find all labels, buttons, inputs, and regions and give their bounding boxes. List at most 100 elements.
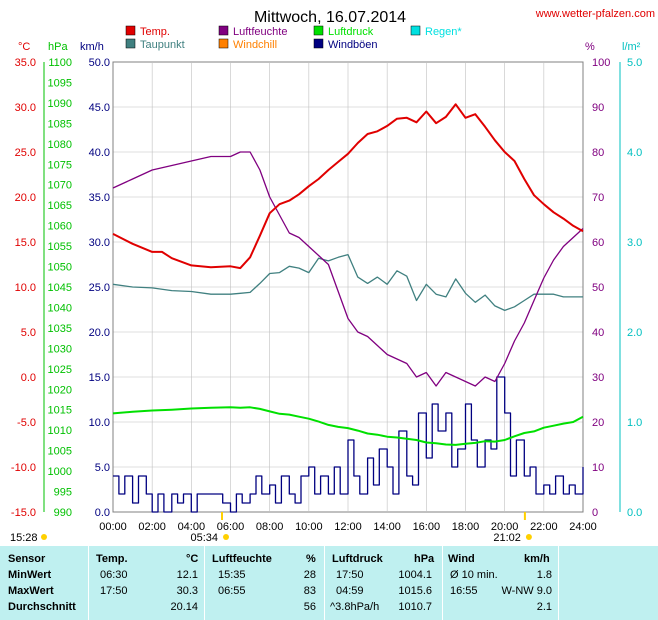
x-tick-label: 24:00 xyxy=(569,521,597,533)
sunset-time: 21:02 xyxy=(493,532,521,544)
x-tick-label: 02:00 xyxy=(138,521,166,533)
pressure-tick-label: 1045 xyxy=(48,282,72,294)
plot-area xyxy=(43,61,621,513)
stats-header-temp-unit: °C xyxy=(186,553,199,565)
sunrise-icon xyxy=(223,534,230,540)
stats-humidity-value: 83 xyxy=(303,585,316,597)
axis-unit-labels: °C hPa km/h% l/m² xyxy=(18,41,641,53)
stats-temp-time: 06:30 xyxy=(100,569,128,581)
sun-markers: 05:34 21:02 15:28 xyxy=(10,512,532,544)
humidity-tick-label: 50 xyxy=(592,282,604,294)
series-line-windben xyxy=(113,376,584,513)
pressure-tick-label: 1050 xyxy=(48,262,72,274)
temp-tick-label: 30.0 xyxy=(15,102,36,114)
pressure-tick-label: 1030 xyxy=(48,343,72,355)
x-tick-label: 12:00 xyxy=(334,521,362,533)
legend-label: Luftfeuchte xyxy=(233,26,287,38)
pressure-unit-label: hPa xyxy=(48,41,68,53)
temp-tick-label: 25.0 xyxy=(15,147,36,159)
legend-label: Luftdruck xyxy=(328,26,374,38)
pressure-tick-label: 1070 xyxy=(48,180,72,192)
x-tick-label: 18:00 xyxy=(452,521,480,533)
pressure-tick-label: 1085 xyxy=(48,118,72,130)
x-tick-label: 22:00 xyxy=(530,521,558,533)
wind-tick-label: 35.0 xyxy=(89,192,110,204)
x-tick-label: 00:00 xyxy=(99,521,127,533)
wind-tick-label: 10.0 xyxy=(89,417,110,429)
legend-swatch xyxy=(218,38,229,49)
temp-tick-label: -15.0 xyxy=(11,507,36,519)
legend-label: Windchill xyxy=(233,39,277,51)
stats-temp-value: 30.3 xyxy=(176,585,198,597)
humidity-unit-label: % xyxy=(585,41,595,53)
stats-humidity-time: 06:55 xyxy=(218,585,246,597)
humidity-tick-label: 80 xyxy=(592,147,604,159)
humidity-tick-label: 90 xyxy=(592,102,604,114)
stats-wind-value: W-NW 9.0 xyxy=(501,585,552,597)
humidity-tick-label: 0 xyxy=(592,507,598,519)
temp-unit-label: °C xyxy=(18,41,30,53)
statistics-table: Sensor Temp. °C Luftfeuchte % Luftdruck … xyxy=(0,546,658,620)
temp-tick-label: 15.0 xyxy=(15,237,36,249)
stats-wind-time: 16:55 xyxy=(450,585,478,597)
temp-tick-label: 0.0 xyxy=(21,372,36,384)
stats-row-label: Durchschnitt xyxy=(8,601,76,613)
pressure-tick-label: 1080 xyxy=(48,139,72,151)
stats-temp-time: 17:50 xyxy=(100,585,128,597)
pressure-tick-label: 1020 xyxy=(48,384,72,396)
series-layer xyxy=(112,103,584,513)
stats-wind-time: Ø 10 min. xyxy=(450,569,498,581)
temp-tick-label: -5.0 xyxy=(17,417,36,429)
legend-swatch xyxy=(125,38,136,49)
pressure-tick-label: 990 xyxy=(54,507,72,519)
stats-header-sensor: Sensor xyxy=(8,553,46,565)
legend-swatch xyxy=(218,25,229,36)
rain-tick-label: 3.0 xyxy=(627,237,642,249)
chart-title: Mittwoch, 16.07.2014 xyxy=(254,9,406,26)
stats-pressure-time: 17:50 xyxy=(336,569,364,581)
legend-swatch xyxy=(125,25,136,36)
pressure-tick-label: 1090 xyxy=(48,98,72,110)
stats-pressure-trend: ^3.8hPa/h xyxy=(330,601,380,613)
stats-header-humidity: Luftfeuchte xyxy=(212,553,272,565)
source-link[interactable]: www.wetter-pfalzen.com xyxy=(535,8,655,20)
x-tick-label: 06:00 xyxy=(217,521,245,533)
series-line-luftdruck xyxy=(112,406,584,446)
wind-tick-label: 25.0 xyxy=(89,282,110,294)
rain-tick-label: 0.0 xyxy=(627,507,642,519)
weather-chart: Mittwoch, 16.07.2014 www.wetter-pfalzen.… xyxy=(10,8,655,544)
stats-wind-value: 1.8 xyxy=(536,569,552,581)
legend-swatch xyxy=(313,25,324,36)
stats-row-label: MinWert xyxy=(8,569,52,581)
stats-humidity-time: 15:35 xyxy=(218,569,246,581)
wind-tick-label: 20.0 xyxy=(89,327,110,339)
stats-temp-value: 12.1 xyxy=(176,569,198,581)
pressure-tick-label: 995 xyxy=(54,487,72,499)
pressure-tick-label: 1055 xyxy=(48,241,72,253)
temp-tick-label: 10.0 xyxy=(15,282,36,294)
pressure-tick-label: 1025 xyxy=(48,364,72,376)
legend-label: Windböen xyxy=(328,39,378,51)
pressure-tick-label: 1015 xyxy=(48,405,72,417)
humidity-tick-label: 70 xyxy=(592,192,604,204)
wind-tick-label: 30.0 xyxy=(89,237,110,249)
stats-pressure-value: 1015.6 xyxy=(398,585,432,597)
x-axis-ticks: 00:00 02:00 04:00 06:00 08:00 10:00 12:00 14:00… xyxy=(99,521,597,533)
rain-tick-label: 1.0 xyxy=(627,417,642,429)
wind-tick-label: 15.0 xyxy=(89,372,110,384)
pressure-tick-label: 1075 xyxy=(48,159,72,171)
stats-humidity-value: 56 xyxy=(303,601,316,613)
stats-header-pressure: Luftdruck xyxy=(332,553,383,565)
wind-unit-label: km/h xyxy=(80,41,104,53)
stats-temp-value: 20.14 xyxy=(170,601,198,613)
x-tick-label: 16:00 xyxy=(413,521,441,533)
stats-header-wind: Wind xyxy=(448,553,475,565)
pressure-tick-label: 1100 xyxy=(48,57,72,69)
stats-row-max: MaxWert 17:50 30.3 06:55 83 04:59 1015.6… xyxy=(0,584,658,600)
legend: Temp. Luftfeuchte Luftdruck Regen* Taupunkt W… xyxy=(125,25,462,51)
legend-swatch xyxy=(410,25,421,36)
wind-tick-label: 45.0 xyxy=(89,102,110,114)
stats-row-avg: Durchschnitt 20.14 56 ^3.8hPa/h 1010.7 2… xyxy=(0,600,658,616)
rain-tick-label: 4.0 xyxy=(627,147,642,159)
series-line-temp xyxy=(112,103,584,270)
